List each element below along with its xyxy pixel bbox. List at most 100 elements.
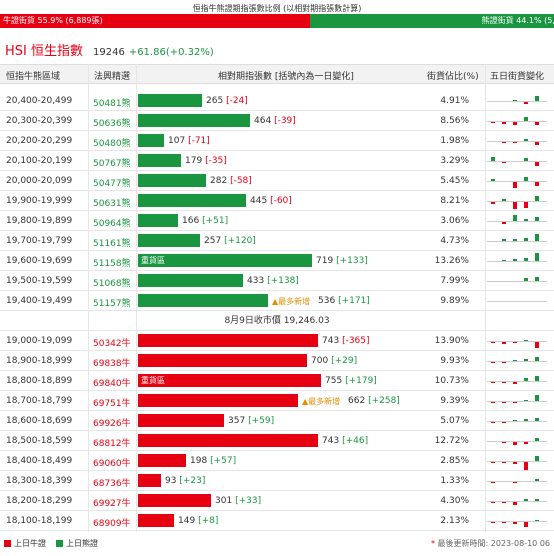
- contracts-value: 662 [+258]: [348, 396, 400, 406]
- table-row: 18,100-18,199 68909牛 149 [+8] 2.13%: [0, 511, 554, 531]
- contracts-count: 743: [322, 336, 340, 346]
- warrant-code-link[interactable]: 69751牛: [93, 399, 131, 409]
- contracts-count: 107: [168, 136, 186, 146]
- contracts-count: 357: [228, 416, 246, 426]
- warrant-code-link[interactable]: 51068熊: [93, 279, 131, 289]
- table-row: 20,400-20,499 50481熊 265 [-24] 4.91%: [0, 91, 554, 111]
- table-row: 19,800-19,899 50964熊 166 [+51] 3.06%: [0, 211, 554, 231]
- five-day-bar: [513, 420, 517, 421]
- five-day-bar: [502, 222, 506, 224]
- five-day-bar: [513, 202, 517, 209]
- five-day-bar: [513, 382, 517, 384]
- contracts-bar: [138, 414, 224, 427]
- contracts-count: 149: [178, 516, 196, 526]
- warrant-code-link[interactable]: 51161熊: [93, 239, 131, 249]
- five-day-chart: [487, 153, 547, 169]
- five-day-bar: [524, 238, 528, 241]
- five-day-bar: [513, 522, 517, 524]
- table-row: 18,700-18,799 69751牛 ▲最多新增 662 [+258] 9.39%: [0, 391, 554, 411]
- warrant-code-link[interactable]: 68812牛: [93, 439, 131, 449]
- warrant-code-link[interactable]: 50631熊: [93, 199, 131, 209]
- update-marker-icon: *: [431, 539, 438, 548]
- contracts-change: [+171]: [338, 296, 370, 306]
- warrant-code-link[interactable]: 68736牛: [93, 479, 131, 489]
- warrant-code-link[interactable]: 50964熊: [93, 219, 131, 229]
- warrant-code-link[interactable]: 51157熊: [93, 299, 131, 309]
- range-label: 19,400-19,499: [6, 296, 73, 306]
- contracts-value: 755 [+179]: [325, 376, 377, 386]
- five-day-chart: [487, 353, 547, 369]
- bear-ratio-segment: 熊證街貨 44.1% (5,434張): [309, 14, 554, 28]
- table-row: 18,800-18,899 69840牛 重貨區 755 [+179] 10.73%: [0, 371, 554, 391]
- five-day-bar: [535, 499, 539, 501]
- index-name[interactable]: HSI 恒生指數: [5, 44, 83, 59]
- table-row: 19,600-19,699 51158熊 重貨區 719 [+133] 13.26%: [0, 251, 554, 271]
- warrant-code-link[interactable]: 51158熊: [93, 259, 131, 269]
- five-day-chart: [487, 413, 547, 429]
- warrant-code-link[interactable]: 69926牛: [93, 419, 131, 429]
- five-day-chart: [487, 373, 547, 389]
- share-percent: 13.90%: [434, 336, 469, 346]
- warrant-code-link[interactable]: 69838牛: [93, 359, 131, 369]
- most-added-tag: ▲最多新增: [302, 397, 341, 406]
- warrant-code-link[interactable]: 50342牛: [93, 339, 131, 349]
- header-range: 恒指牛熊區域: [6, 72, 61, 82]
- contracts-change: [-58]: [230, 176, 252, 186]
- warrant-code-link[interactable]: 69060牛: [93, 459, 131, 469]
- range-label: 18,500-18,599: [6, 436, 73, 446]
- range-label: 18,800-18,899: [6, 376, 73, 386]
- five-day-bar: [513, 259, 517, 261]
- heavy-zone-label: 重貨區: [141, 376, 165, 385]
- five-day-bar: [535, 277, 539, 281]
- five-day-bar: [513, 342, 517, 343]
- contracts-bar: [138, 474, 161, 487]
- contracts-value: 93 [+23]: [165, 476, 205, 486]
- warrant-code-link[interactable]: 50481熊: [93, 99, 131, 109]
- contracts-value: 149 [+8]: [178, 516, 218, 526]
- warrant-code-link[interactable]: 69927牛: [93, 499, 131, 509]
- share-percent: 4.73%: [440, 236, 469, 246]
- warrant-code-link[interactable]: 68909牛: [93, 519, 131, 529]
- range-label: 19,900-19,999: [6, 196, 73, 206]
- header-contracts: 相對期指張數 [括號內為一日變化]: [218, 72, 354, 82]
- warrant-code-link[interactable]: 50636熊: [93, 119, 131, 129]
- last-updated: * 最後更新時間: 2023-08-10 06: [431, 538, 550, 549]
- table-row: 18,900-18,999 69838牛 700 [+29] 9.93%: [0, 351, 554, 371]
- table-row: 18,200-18,299 69927牛 301 [+33] 4.30%: [0, 491, 554, 511]
- table-row: 19,700-19,799 51161熊 257 [+120] 4.73%: [0, 231, 554, 251]
- five-day-bar: [535, 196, 539, 201]
- share-percent: 5.07%: [440, 416, 469, 426]
- five-day-bar: [491, 502, 495, 503]
- contracts-change: [-24]: [226, 96, 248, 106]
- five-day-bar: [502, 122, 506, 124]
- bear-legend-label: 上日熊證: [66, 539, 98, 548]
- contracts-bar: 重貨區: [138, 254, 312, 267]
- contracts-change: [+51]: [202, 216, 229, 226]
- warrant-code-link[interactable]: 69840牛: [93, 379, 131, 389]
- share-percent: 9.89%: [440, 296, 469, 306]
- table-row: 20,200-20,299 50480熊 107 [-71] 1.98%: [0, 131, 554, 151]
- contracts-count: 257: [204, 236, 222, 246]
- five-day-bar: [502, 362, 506, 363]
- five-day-chart: [487, 333, 547, 349]
- contracts-count: 464: [254, 116, 272, 126]
- contracts-count: 662: [348, 396, 366, 406]
- warrant-code-link[interactable]: 50480熊: [93, 139, 131, 149]
- contracts-value: 700 [+29]: [311, 356, 357, 366]
- five-day-bar: [491, 157, 495, 161]
- share-percent: 3.06%: [440, 216, 469, 226]
- five-day-chart: [487, 293, 547, 309]
- warrant-code-link[interactable]: 50477熊: [93, 179, 131, 189]
- five-day-bar: [535, 357, 539, 361]
- contracts-count: 445: [250, 196, 268, 206]
- five-day-bar: [502, 260, 506, 261]
- five-day-bar: [502, 442, 506, 443]
- contracts-change: [-39]: [274, 116, 296, 126]
- range-label: 19,800-19,899: [6, 216, 73, 226]
- contracts-change: [+59]: [248, 416, 275, 426]
- five-day-bar: [535, 342, 539, 348]
- range-label: 18,200-18,299: [6, 496, 73, 506]
- contracts-change: [+8]: [198, 516, 219, 526]
- contracts-count: 719: [316, 256, 334, 266]
- warrant-code-link[interactable]: 50767熊: [93, 159, 131, 169]
